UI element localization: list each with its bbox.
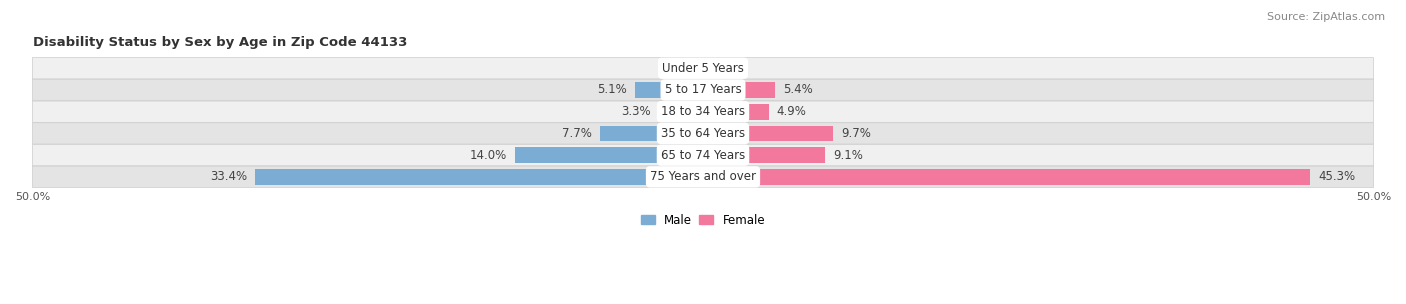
Text: 5.1%: 5.1% xyxy=(596,84,627,96)
FancyBboxPatch shape xyxy=(32,58,1374,79)
Text: 5.4%: 5.4% xyxy=(783,84,813,96)
FancyBboxPatch shape xyxy=(32,101,1374,122)
Text: Source: ZipAtlas.com: Source: ZipAtlas.com xyxy=(1267,12,1385,22)
Text: 45.3%: 45.3% xyxy=(1319,170,1355,183)
Text: 35 to 64 Years: 35 to 64 Years xyxy=(661,127,745,140)
Text: 18 to 34 Years: 18 to 34 Years xyxy=(661,105,745,118)
FancyBboxPatch shape xyxy=(32,166,1374,188)
Text: 3.3%: 3.3% xyxy=(621,105,651,118)
Text: Disability Status by Sex by Age in Zip Code 44133: Disability Status by Sex by Age in Zip C… xyxy=(32,36,406,49)
Text: 75 Years and over: 75 Years and over xyxy=(650,170,756,183)
Text: 0.0%: 0.0% xyxy=(657,62,688,75)
Bar xyxy=(703,169,1310,185)
Bar xyxy=(703,147,825,163)
Text: 0.0%: 0.0% xyxy=(718,62,749,75)
Text: 9.7%: 9.7% xyxy=(841,127,870,140)
FancyBboxPatch shape xyxy=(32,79,1374,101)
FancyBboxPatch shape xyxy=(32,123,1374,144)
Bar xyxy=(515,147,703,163)
Bar xyxy=(600,126,703,141)
FancyBboxPatch shape xyxy=(32,144,1374,166)
Text: 7.7%: 7.7% xyxy=(562,127,592,140)
Bar xyxy=(659,104,703,119)
Bar xyxy=(634,82,703,98)
Text: 33.4%: 33.4% xyxy=(209,170,247,183)
Text: 4.9%: 4.9% xyxy=(776,105,807,118)
Bar xyxy=(703,104,769,119)
Bar xyxy=(256,169,703,185)
Text: 65 to 74 Years: 65 to 74 Years xyxy=(661,149,745,162)
Text: 5 to 17 Years: 5 to 17 Years xyxy=(665,84,741,96)
Text: Under 5 Years: Under 5 Years xyxy=(662,62,744,75)
Bar xyxy=(703,126,832,141)
Legend: Male, Female: Male, Female xyxy=(636,209,770,231)
Text: 14.0%: 14.0% xyxy=(470,149,508,162)
Text: 9.1%: 9.1% xyxy=(832,149,863,162)
Bar xyxy=(703,82,775,98)
